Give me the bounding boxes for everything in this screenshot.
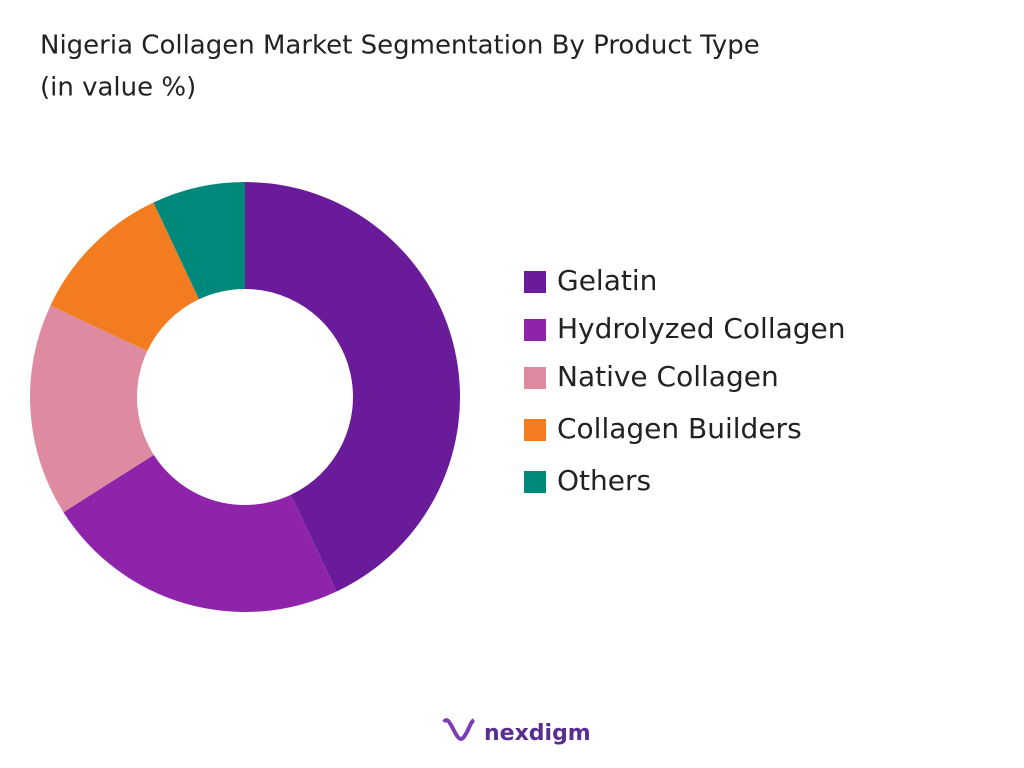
legend-swatch (524, 471, 546, 493)
donut-slice (153, 182, 245, 300)
legend-label: Collagen Builders (557, 412, 802, 445)
donut-slice (50, 202, 200, 352)
chart-subtitle: (in value %) (40, 73, 196, 103)
donut-slice (245, 182, 460, 592)
legend-swatch (524, 419, 546, 441)
donut-slice (30, 305, 154, 513)
legend-label: Others (557, 464, 651, 497)
legend-label: Native Collagen (557, 360, 779, 393)
legend-label: Gelatin (557, 264, 657, 297)
chart-title: Nigeria Collagen Market Segmentation By … (40, 31, 760, 61)
brand-name: nexdigm (484, 721, 591, 746)
legend-swatch (524, 271, 546, 293)
brand-logo: nexdigm (442, 718, 591, 746)
legend-label: Hydrolyzed Collagen (557, 312, 846, 345)
legend-swatch (524, 367, 546, 389)
legend-swatch (524, 319, 546, 341)
logo-icon (442, 718, 476, 741)
donut-slice (63, 454, 337, 613)
